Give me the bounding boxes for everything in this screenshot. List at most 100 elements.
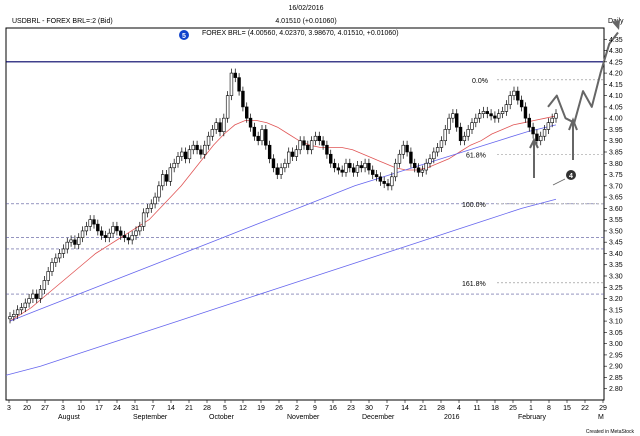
x-tick-label: 29 <box>599 405 607 412</box>
candle-body <box>401 144 405 155</box>
candle-body <box>183 151 188 160</box>
ema-red-line <box>9 115 557 322</box>
fib-label: 161.8% <box>462 281 486 288</box>
candle-body <box>359 165 363 169</box>
candlestick-series <box>8 68 558 324</box>
candle-body <box>164 174 169 182</box>
sma-long-blue-line <box>5 198 557 376</box>
candle-body <box>386 183 390 187</box>
candle-body <box>367 162 371 171</box>
candle-body <box>50 262 54 272</box>
projection-line <box>547 31 619 124</box>
y-tick-label: 3.55 <box>609 217 623 224</box>
candle-body <box>290 151 295 157</box>
candle-body <box>161 174 165 187</box>
candle-body <box>103 235 108 238</box>
y-tick-label: 4.00 <box>609 116 623 123</box>
grid-lines <box>6 61 604 295</box>
candle-body <box>451 113 455 119</box>
wave-marker-5 <box>179 30 189 40</box>
projection-arrowhead <box>612 20 620 30</box>
candle-body <box>443 129 447 142</box>
candle-body <box>46 271 50 281</box>
x-axis: 3 20 27 3 10 17 24 31 7 14 21 28 5 12 19 26 2 9 16 23 30 7 14 2… <box>7 400 607 421</box>
candle-body <box>287 151 291 164</box>
y-tick-label: 2.95 <box>609 352 623 359</box>
y-tick-label: 3.10 <box>609 319 623 326</box>
candle-body <box>65 241 69 250</box>
y-tick-label: 3.50 <box>609 228 623 235</box>
candle-body <box>313 135 318 142</box>
candle-body <box>371 169 375 175</box>
y-tick-label: 4.20 <box>609 71 623 78</box>
ohlc-readout: FOREX BRL= (4.00560, 4.02370, 3.98670, 4… <box>202 30 399 37</box>
candle-body <box>99 230 104 236</box>
x-tick-label: 11 <box>473 405 480 412</box>
candle-body <box>351 167 356 173</box>
x-tick-label: 28 <box>203 405 211 412</box>
candle-body <box>54 257 58 263</box>
y-tick-label: 4.10 <box>609 93 623 100</box>
x-tick-label: 9 <box>313 405 317 412</box>
x-tick-label: 30 <box>365 405 373 412</box>
candle-body <box>397 153 402 164</box>
candle-body <box>12 314 16 317</box>
candle-body <box>107 232 111 238</box>
y-tick-label: 4.25 <box>609 59 623 66</box>
candle-body <box>378 176 383 182</box>
candle-body <box>393 162 398 178</box>
candle-body <box>153 196 157 205</box>
y-tick-label: 3.35 <box>609 262 623 269</box>
candle-body <box>57 253 62 259</box>
y-tick-label: 3.00 <box>609 341 623 348</box>
candle-body <box>111 226 115 234</box>
candle-body <box>420 169 425 173</box>
candle-body <box>203 144 207 155</box>
y-tick-label: 2.85 <box>609 375 623 382</box>
x-tick-label: 26 <box>275 405 283 412</box>
x-month-label: September <box>133 414 168 421</box>
x-tick-label: 15 <box>563 405 571 412</box>
candle-body <box>252 126 257 137</box>
candle-body <box>542 129 547 137</box>
candle-body <box>180 151 184 157</box>
y-tick-label: 3.05 <box>609 330 623 337</box>
candle-body <box>8 316 12 320</box>
y-tick-label: 4.15 <box>609 82 623 89</box>
x-month-label: M <box>598 414 604 421</box>
y-tick-label: 3.85 <box>609 150 623 157</box>
candle-body <box>481 111 486 114</box>
candle-body <box>214 122 218 130</box>
x-month-label: February <box>518 414 547 421</box>
candle-body <box>500 111 505 114</box>
candle-body <box>222 117 226 133</box>
candle-body <box>466 129 470 137</box>
candle-body <box>126 237 131 241</box>
x-tick-label: 16 <box>329 405 337 412</box>
candle-body <box>477 113 482 119</box>
candle-body <box>485 111 489 114</box>
marker-4-pointer <box>552 178 566 186</box>
candle-body <box>35 293 39 299</box>
candle-body <box>229 72 234 96</box>
fibonacci-levels: 0.0% 61.8% 100.0% 161.8% <box>462 78 604 288</box>
x-month-label: August <box>58 414 80 421</box>
candle-body <box>309 140 314 151</box>
x-tick-label: 27 <box>41 405 49 412</box>
x-month-label: 2016 <box>444 414 460 421</box>
candle-body <box>157 185 161 198</box>
candle-body <box>424 162 428 171</box>
candle-body <box>294 149 299 157</box>
x-tick-label: 23 <box>347 405 355 412</box>
candle-body <box>23 302 27 308</box>
x-tick-label: 21 <box>185 405 193 412</box>
candle-body <box>218 122 222 133</box>
candle-body <box>134 230 138 236</box>
candle-body <box>27 298 31 304</box>
y-tick-label: 3.45 <box>609 240 623 247</box>
y-tick-label: 4.30 <box>609 48 623 55</box>
sma-blue-line <box>9 124 557 322</box>
y-tick-label: 2.80 <box>609 386 623 393</box>
candle-body <box>508 95 512 105</box>
y-tick-label: 3.20 <box>609 296 623 303</box>
